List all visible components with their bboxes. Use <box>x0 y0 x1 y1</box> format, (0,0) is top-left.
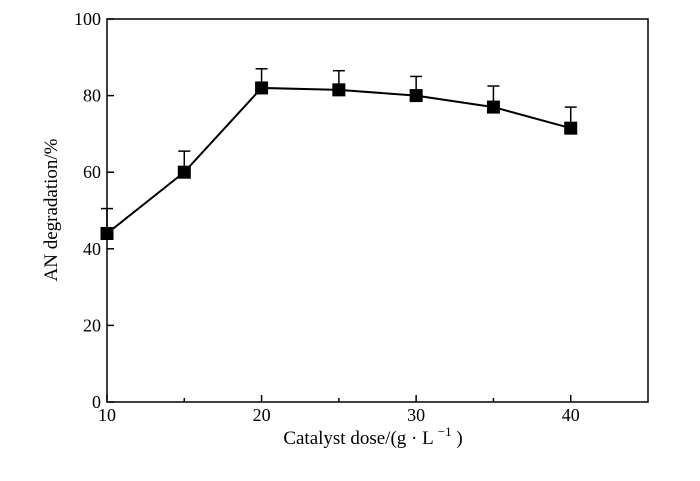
x-tick-label: 40 <box>562 405 580 425</box>
data-point <box>486 100 500 114</box>
y-axis-ticks: 0 20 40 60 80 100 <box>74 9 114 412</box>
data-point <box>564 121 578 135</box>
series-line <box>106 86 571 235</box>
x-axis-label: Catalyst dose/(g · L −1 ) <box>283 420 462 449</box>
x-axis-label-close: ) <box>456 428 462 449</box>
y-tick-label: 100 <box>74 9 101 29</box>
plot-frame <box>106 18 649 403</box>
y-tick-label: 20 <box>83 315 101 335</box>
y-axis-label: AN degradation/% <box>41 138 62 281</box>
x-tick-label: 20 <box>253 405 271 425</box>
x-tick-label: 10 <box>98 405 116 425</box>
plot-border <box>106 18 649 403</box>
data-point <box>100 226 114 240</box>
x-axis-ticks: 10 20 30 40 <box>98 395 580 425</box>
y-tick-label: 40 <box>83 239 101 259</box>
x-tick-label: 30 <box>407 405 425 425</box>
x-axis-label-sup: −1 <box>438 424 452 439</box>
x-axis-label-main: Catalyst dose/(g · L <box>283 428 433 449</box>
data-point <box>332 83 346 97</box>
y-tick-label: 60 <box>83 162 101 182</box>
data-point <box>177 165 191 179</box>
data-point <box>409 89 423 103</box>
data-markers <box>100 81 578 240</box>
y-tick-label: 0 <box>92 392 101 412</box>
series-line-group <box>106 86 571 235</box>
data-point <box>255 81 269 95</box>
y-tick-label: 80 <box>83 86 101 106</box>
